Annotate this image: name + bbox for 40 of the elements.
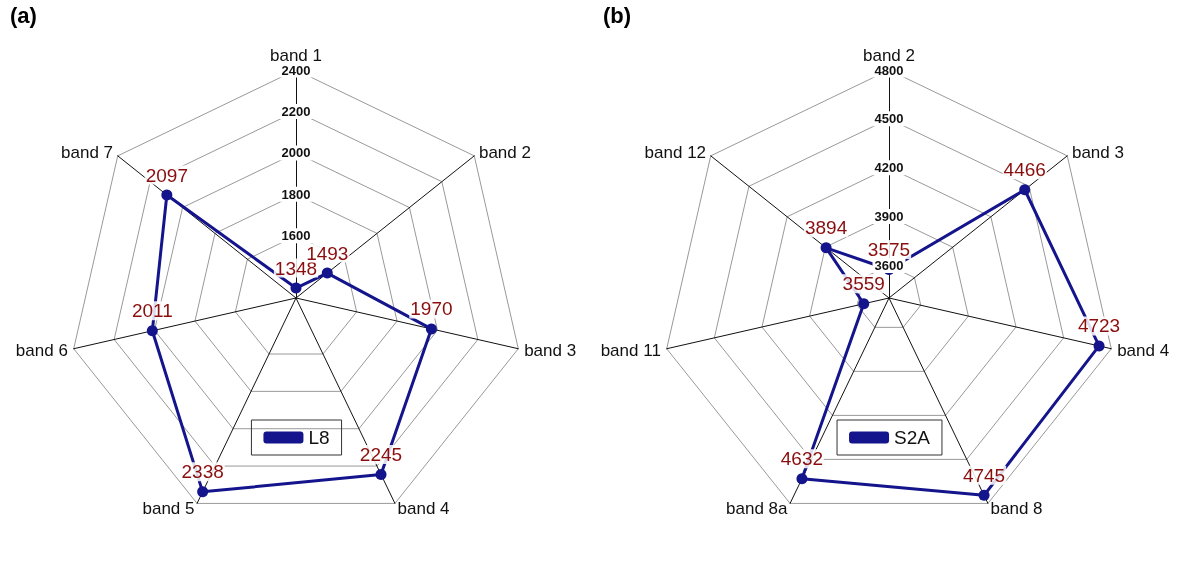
y-tick-label: 1800 [281,186,311,202]
data-label: 4466 [1003,159,1046,181]
spoke-label: band 5 [142,499,195,519]
spoke-label: band 2 [478,142,531,162]
spoke-label: band 1 [270,46,322,65]
y-tick-label: 1600 [281,228,311,244]
data-label: 1970 [410,298,453,320]
spoke-label: band 12 [644,142,707,162]
spoke-label: band 11 [600,340,661,360]
data-label: 3575 [867,239,911,260]
data-label: 2338 [181,461,224,483]
y-tick-label: 2200 [281,103,311,119]
spoke-label: band 8 [990,499,1043,519]
spoke-label: band 6 [15,340,68,360]
spoke-label: band 8a [726,499,789,519]
y-tick-label: 3900 [874,209,904,225]
y-tick-label: 2000 [281,145,311,161]
data-label: 3559 [842,273,885,295]
data-label: 4723 [1077,315,1121,337]
legend-label: L8 [308,427,330,448]
chart-title: (a) [10,2,37,28]
legend-label: S2A [894,427,931,448]
data-label: 4632 [780,448,824,470]
spoke-label: band 4 [397,499,450,519]
spoke-label: band 7 [61,142,114,162]
data-label: 4745 [962,464,1006,486]
y-tick-label: 4800 [874,62,904,78]
spoke-label: band 3 [524,340,577,360]
y-tick-label: 4500 [874,111,904,127]
spoke-label: band 2 [863,46,915,65]
y-tick-label: 4200 [874,160,904,176]
y-tick-label: 3600 [874,257,904,273]
spoke-label: band 3 [1071,142,1124,162]
spoke-label: band 4 [1117,340,1170,360]
y-tick-label: 2400 [281,62,311,78]
data-label: 3894 [804,217,848,239]
data-label: 2011 [131,300,173,322]
data-label: 2245 [359,443,403,465]
chart-title: (b) [603,2,632,28]
data-label: 2097 [145,164,188,186]
